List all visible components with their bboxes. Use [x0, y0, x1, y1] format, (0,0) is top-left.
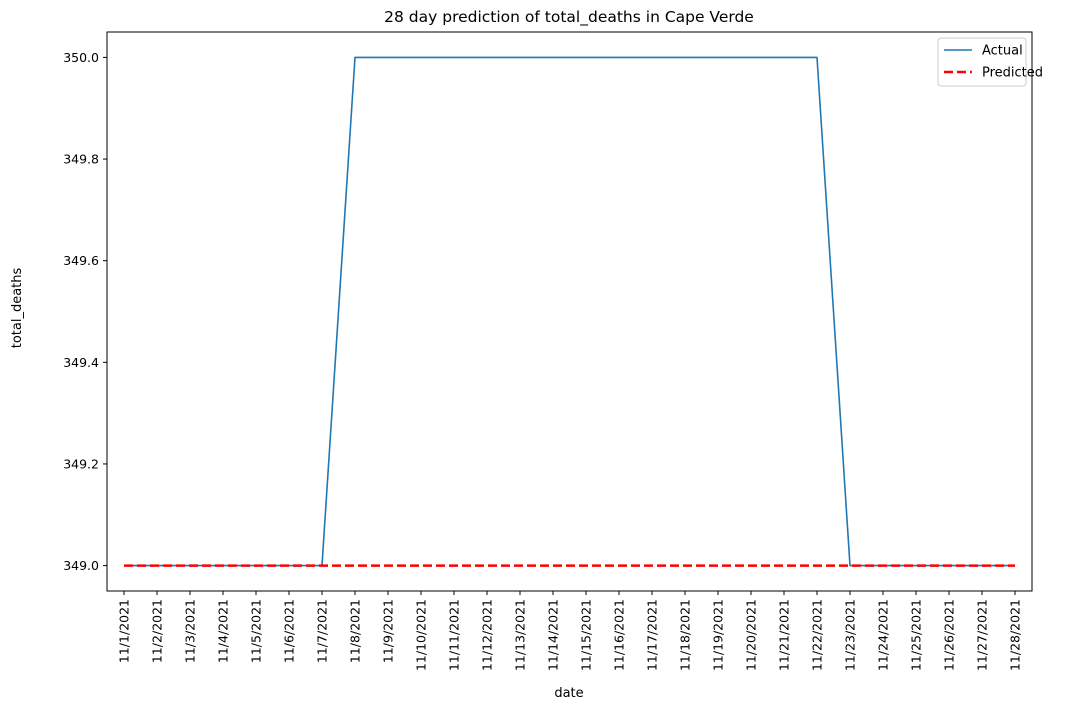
x-axis-label: date: [554, 686, 583, 701]
y-tick-label: 349.6: [63, 253, 99, 268]
x-tick-label: 11/11/2021: [447, 599, 462, 671]
x-tick-label: 11/10/2021: [414, 599, 429, 671]
x-tick-label: 11/19/2021: [711, 599, 726, 671]
y-tick-label: 349.2: [63, 456, 99, 471]
legend-label-actual: Actual: [982, 44, 1023, 59]
x-axis: 11/1/2021 11/2/2021 11/3/2021 11/4/2021 11/5…: [117, 591, 1023, 671]
y-tick-label: 349.4: [63, 355, 99, 370]
plot-area: [106, 31, 1033, 592]
x-tick-label: 11/1/2021: [117, 599, 132, 663]
plot-frame: [106, 31, 1033, 592]
series-layer: [124, 56, 1015, 567]
x-tick-label: 11/14/2021: [546, 599, 561, 671]
x-tick-label: 11/27/2021: [975, 599, 990, 671]
y-tick-label: 349.8: [63, 152, 99, 167]
y-axis: 349.0 349.2 349.4 349.6 349.8 350.0: [63, 50, 107, 573]
y-tick-label: 349.0: [63, 558, 99, 573]
y-axis-label: total_deaths: [10, 268, 25, 349]
x-tick-label: 11/25/2021: [909, 599, 924, 671]
x-tick-label: 11/7/2021: [315, 599, 330, 663]
x-tick-label: 11/28/2021: [1008, 599, 1023, 671]
x-tick-label: 11/20/2021: [744, 599, 759, 671]
x-tick-label: 11/23/2021: [843, 599, 858, 671]
x-tick-label: 11/2/2021: [150, 599, 165, 663]
series-line-actual: [124, 56, 1015, 567]
x-tick-label: 11/8/2021: [348, 599, 363, 663]
x-tick-label: 11/17/2021: [645, 599, 660, 671]
x-tick-label: 11/5/2021: [249, 599, 264, 663]
x-tick-label: 11/15/2021: [579, 599, 594, 671]
x-tick-label: 11/9/2021: [381, 599, 396, 663]
x-tick-label: 11/24/2021: [876, 599, 891, 671]
legend-label-predicted: Predicted: [982, 66, 1043, 81]
x-tick-label: 11/18/2021: [678, 599, 693, 671]
x-tick-label: 11/22/2021: [810, 599, 825, 671]
x-tick-label: 11/12/2021: [480, 599, 495, 671]
x-tick-label: 11/4/2021: [216, 599, 231, 663]
x-tick-label: 11/26/2021: [942, 599, 957, 671]
legend: Actual Predicted: [937, 37, 1043, 87]
x-tick-label: 11/16/2021: [612, 599, 627, 671]
y-tick-label: 350.0: [63, 50, 99, 65]
x-tick-label: 11/13/2021: [513, 599, 528, 671]
x-tick-label: 11/3/2021: [183, 599, 198, 663]
x-tick-label: 11/6/2021: [282, 599, 297, 663]
chart-title: 28 day prediction of total_deaths in Cap…: [384, 8, 754, 27]
x-tick-label: 11/21/2021: [777, 599, 792, 671]
